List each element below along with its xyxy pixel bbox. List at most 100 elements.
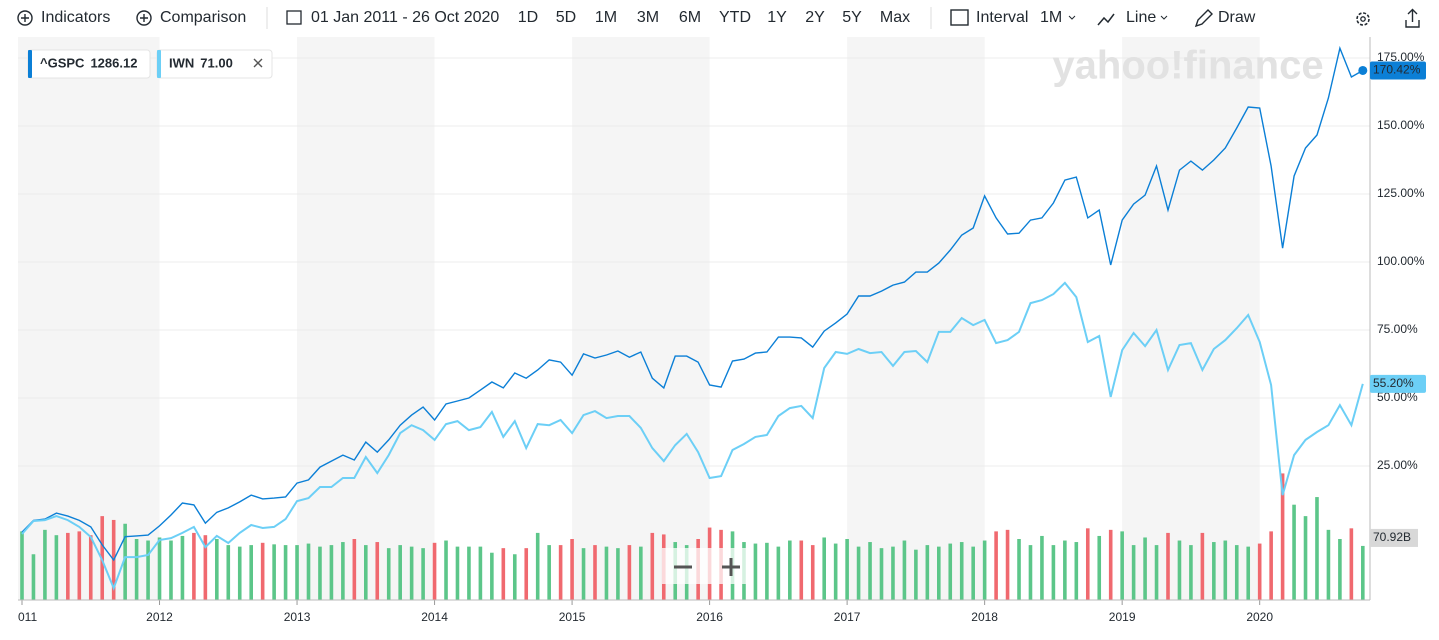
comparison-icon-plus <box>140 14 148 22</box>
chart-type[interactable]: Line <box>1126 9 1156 26</box>
volume-bar <box>1108 529 1113 600</box>
volume-bar <box>925 545 930 600</box>
legend: ^GSPC 1286.12 IWN 71.00 <box>27 49 273 79</box>
x-tick-label: 2012 <box>146 610 173 624</box>
volume-bar <box>822 537 826 600</box>
last-value-label: 170.42% <box>1373 63 1421 77</box>
volume-bar <box>478 546 483 600</box>
volume-bar <box>54 535 59 600</box>
range-button[interactable]: 1M <box>595 9 617 26</box>
volume-bar <box>318 546 322 600</box>
x-tick-label: 011 <box>18 610 37 624</box>
volume-bar <box>1269 531 1273 600</box>
volume-bar <box>1200 532 1205 600</box>
indicators-button[interactable]: Indicators <box>41 9 110 26</box>
x-tick-label: 2013 <box>284 610 311 624</box>
volume-bar <box>1292 504 1296 600</box>
legend-name: IWN <box>169 55 194 70</box>
legend-remove[interactable] <box>253 58 263 68</box>
range-button[interactable]: Max <box>880 9 910 26</box>
volume-bar <box>788 540 792 600</box>
volume-bar <box>1051 545 1056 600</box>
volume-bar <box>810 545 815 600</box>
year-band <box>1122 37 1260 600</box>
date-range[interactable]: 01 Jan 2011 - 26 Oct 2020 <box>311 9 499 26</box>
volume-bar <box>1361 545 1365 600</box>
volume-bar <box>1085 528 1090 600</box>
volume-bar <box>31 554 36 600</box>
year-bands <box>18 37 1260 600</box>
comparison-button[interactable]: Comparison <box>160 9 246 26</box>
draw-button[interactable]: Draw <box>1218 9 1256 26</box>
range-button[interactable]: 6M <box>679 9 701 26</box>
volume-bar <box>260 542 265 600</box>
indicators-icon-plus <box>21 14 29 22</box>
volume-bar <box>1017 539 1021 600</box>
x-tick-label: 2020 <box>1246 610 1273 624</box>
series-line <box>21 281 1364 591</box>
volume-bar <box>1120 531 1124 600</box>
volume-bar <box>776 546 781 600</box>
volume-bar <box>1166 532 1170 600</box>
volume-bar <box>1074 542 1079 600</box>
volume-bar <box>398 545 402 600</box>
watermark: yahoo!finance <box>1052 44 1323 88</box>
volume-bar <box>501 548 506 600</box>
volume-bar <box>1280 473 1285 600</box>
volume-bar <box>66 532 70 600</box>
line-icon <box>1097 13 1115 26</box>
volume-bar <box>994 531 998 600</box>
axes: 011 2012 2013 2014 2015 2016 2017 2018 2019 2020 2… <box>18 37 1426 624</box>
volume-bar <box>1097 535 1102 600</box>
interval-icon <box>950 9 969 26</box>
volume-bar <box>134 539 139 600</box>
volume-bar <box>914 549 918 600</box>
y-tick-label: 150.00% <box>1377 118 1425 132</box>
volume-bar <box>558 545 563 600</box>
volume-bar <box>203 535 208 600</box>
volume-bar <box>215 539 219 600</box>
x-tick-label: 2014 <box>421 610 448 624</box>
volume-bar <box>123 523 127 600</box>
volume-bar <box>1257 543 1262 600</box>
volume-bar <box>845 539 849 600</box>
share-button[interactable] <box>1405 8 1420 28</box>
volume-bar <box>1189 545 1193 600</box>
volume-bar <box>1246 546 1251 600</box>
range-button[interactable]: 3M <box>637 9 659 26</box>
volume-bar <box>409 546 414 600</box>
volume-bar <box>341 542 345 600</box>
range-button[interactable]: 5D <box>556 9 576 26</box>
volume-bar <box>444 540 448 600</box>
volume-bar <box>971 546 975 600</box>
volume-bar <box>616 548 620 600</box>
volume-bar <box>937 546 941 600</box>
zoom-in[interactable] <box>722 558 740 576</box>
volume-bar <box>524 548 529 600</box>
range-buttons: 1D 5D 1M 3M 6M YTD 1Y 2Y 5Y Max <box>518 9 910 26</box>
volume-bar <box>192 532 196 600</box>
interval-value[interactable]: 1M <box>1040 9 1062 26</box>
volume-bar <box>1338 539 1342 600</box>
volume-bar <box>352 539 357 600</box>
settings-button[interactable] <box>1356 12 1370 26</box>
volume-bar <box>512 554 517 600</box>
y-tick-label: 50.00% <box>1377 390 1418 404</box>
range-button[interactable]: YTD <box>719 9 751 26</box>
volume-bar <box>1349 528 1354 600</box>
range-button[interactable]: 1D <box>518 9 538 26</box>
x-tick-label: 2016 <box>696 610 723 624</box>
interval-label[interactable]: Interval <box>976 9 1028 26</box>
volume-bar <box>833 543 838 600</box>
zoom-controls <box>662 548 752 584</box>
range-button[interactable]: 1Y <box>767 9 787 26</box>
chevron <box>1068 15 1076 20</box>
range-button[interactable]: 5Y <box>842 9 862 26</box>
year-band <box>572 37 710 600</box>
volume-bar <box>1326 529 1331 600</box>
volume-bar <box>180 535 185 600</box>
last-value-label: 55.20% <box>1373 376 1414 390</box>
volume-bar <box>43 529 47 600</box>
last-point <box>1358 65 1368 75</box>
range-button[interactable]: 2Y <box>805 9 825 26</box>
